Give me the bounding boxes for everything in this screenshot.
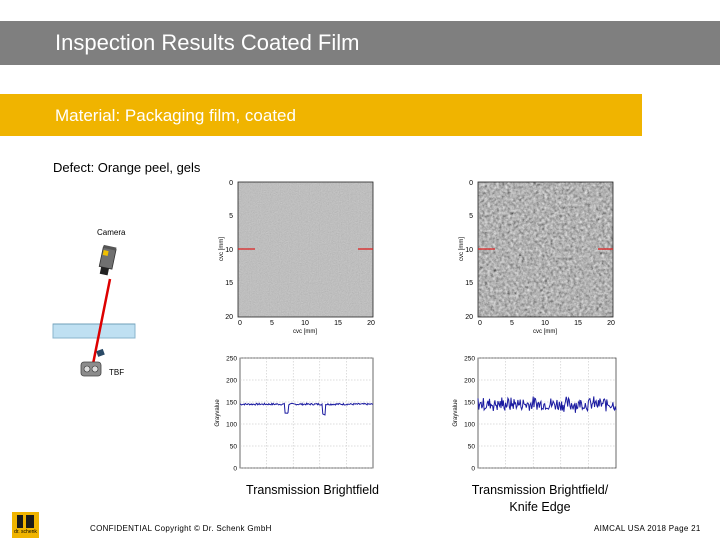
svg-text:20: 20 bbox=[367, 320, 375, 327]
profile-series-line bbox=[477, 396, 617, 413]
y-tick-label: 250 bbox=[226, 356, 237, 363]
y-tick-label: 50 bbox=[230, 444, 238, 451]
left-caption: Transmission Brightfield bbox=[246, 483, 379, 497]
svg-text:15: 15 bbox=[465, 280, 473, 287]
y-tick-label: 200 bbox=[464, 378, 475, 385]
y-tick-label: 100 bbox=[226, 422, 237, 429]
right-caption-line2: Knife Edge bbox=[509, 500, 571, 514]
logo-text: dr. schenk bbox=[14, 529, 37, 535]
left-image-ylabel: cvc [mm] bbox=[219, 237, 225, 261]
light-label: TBF bbox=[109, 368, 125, 377]
svg-text:20: 20 bbox=[225, 314, 233, 321]
footer-page-info: AIMCAL USA 2018 Page 21 bbox=[594, 524, 701, 533]
svg-text:10: 10 bbox=[225, 247, 233, 254]
svg-text:15: 15 bbox=[574, 320, 582, 327]
right-image-xlabel: cvc [mm] bbox=[533, 329, 557, 335]
svg-text:5: 5 bbox=[270, 320, 274, 327]
plot-area bbox=[477, 357, 617, 469]
title-bar bbox=[0, 21, 720, 65]
svg-text:15: 15 bbox=[334, 320, 342, 327]
left-profile-chart: 0 50 100 150 200 250 Grayvalue bbox=[215, 356, 374, 473]
light-source-icon bbox=[80, 348, 105, 377]
left-image-xlabel: cvc [mm] bbox=[293, 329, 317, 335]
right-profile-chart: 0 50 100 150 200 250 Grayvalue bbox=[453, 356, 617, 473]
left-inspection-image: 0 5 10 15 20 0 5 10 15 20 cvc [mm] cvc [… bbox=[219, 180, 375, 335]
y-tick-label: 0 bbox=[471, 466, 475, 473]
material-bar bbox=[0, 94, 642, 136]
svg-text:0: 0 bbox=[238, 320, 242, 327]
material-label: Material: Packaging film, coated bbox=[55, 106, 296, 125]
plot-area bbox=[239, 357, 374, 469]
svg-text:10: 10 bbox=[301, 320, 309, 327]
profile-series-line bbox=[239, 402, 374, 416]
defect-label: Defect: Orange peel, gels bbox=[53, 160, 201, 175]
svg-text:10: 10 bbox=[465, 247, 473, 254]
svg-text:5: 5 bbox=[229, 213, 233, 220]
y-tick-label: 150 bbox=[226, 400, 237, 407]
right-image-yticks: 0 5 10 15 20 bbox=[465, 180, 473, 321]
left-image-xticks: 0 5 10 15 20 bbox=[238, 320, 375, 327]
right-caption-line1: Transmission Brightfield/ bbox=[471, 483, 609, 497]
svg-text:5: 5 bbox=[469, 213, 473, 220]
right-caption: Transmission Brightfield/ Knife Edge bbox=[440, 482, 640, 516]
y-tick-label: 100 bbox=[464, 422, 475, 429]
setup-diagram bbox=[52, 244, 136, 377]
y-tick-label: 0 bbox=[233, 466, 237, 473]
svg-text:15: 15 bbox=[225, 280, 233, 287]
svg-text:5: 5 bbox=[510, 320, 514, 327]
footer-copyright: CONFIDENTIAL Copyright © Dr. Schenk GmbH bbox=[90, 524, 272, 533]
y-tick-label: 150 bbox=[464, 400, 475, 407]
film-layer bbox=[52, 323, 136, 339]
y-axis-label: Grayvalue bbox=[453, 399, 459, 427]
camera-label: Camera bbox=[97, 228, 126, 237]
svg-text:0: 0 bbox=[478, 320, 482, 327]
y-tick-label: 200 bbox=[226, 378, 237, 385]
svg-text:0: 0 bbox=[229, 180, 233, 187]
y-tick-label: 50 bbox=[468, 444, 476, 451]
svg-text:10: 10 bbox=[541, 320, 549, 327]
right-image-ylabel: cvc [mm] bbox=[459, 237, 465, 261]
laser-beam bbox=[91, 278, 112, 365]
svg-text:0: 0 bbox=[469, 180, 473, 187]
slide-title: Inspection Results Coated Film bbox=[55, 30, 360, 55]
camera-icon bbox=[98, 244, 117, 276]
svg-text:20: 20 bbox=[465, 314, 473, 321]
y-tick-label: 250 bbox=[464, 356, 475, 363]
company-logo: dr. schenk bbox=[12, 512, 39, 538]
left-image-yticks: 0 5 10 15 20 bbox=[225, 180, 233, 321]
svg-text:20: 20 bbox=[607, 320, 615, 327]
right-inspection-image: 0 5 10 15 20 0 5 10 15 20 cvc [mm] cvc [… bbox=[459, 180, 615, 335]
right-image-xticks: 0 5 10 15 20 bbox=[478, 320, 615, 327]
y-axis-label: Grayvalue bbox=[215, 399, 221, 427]
